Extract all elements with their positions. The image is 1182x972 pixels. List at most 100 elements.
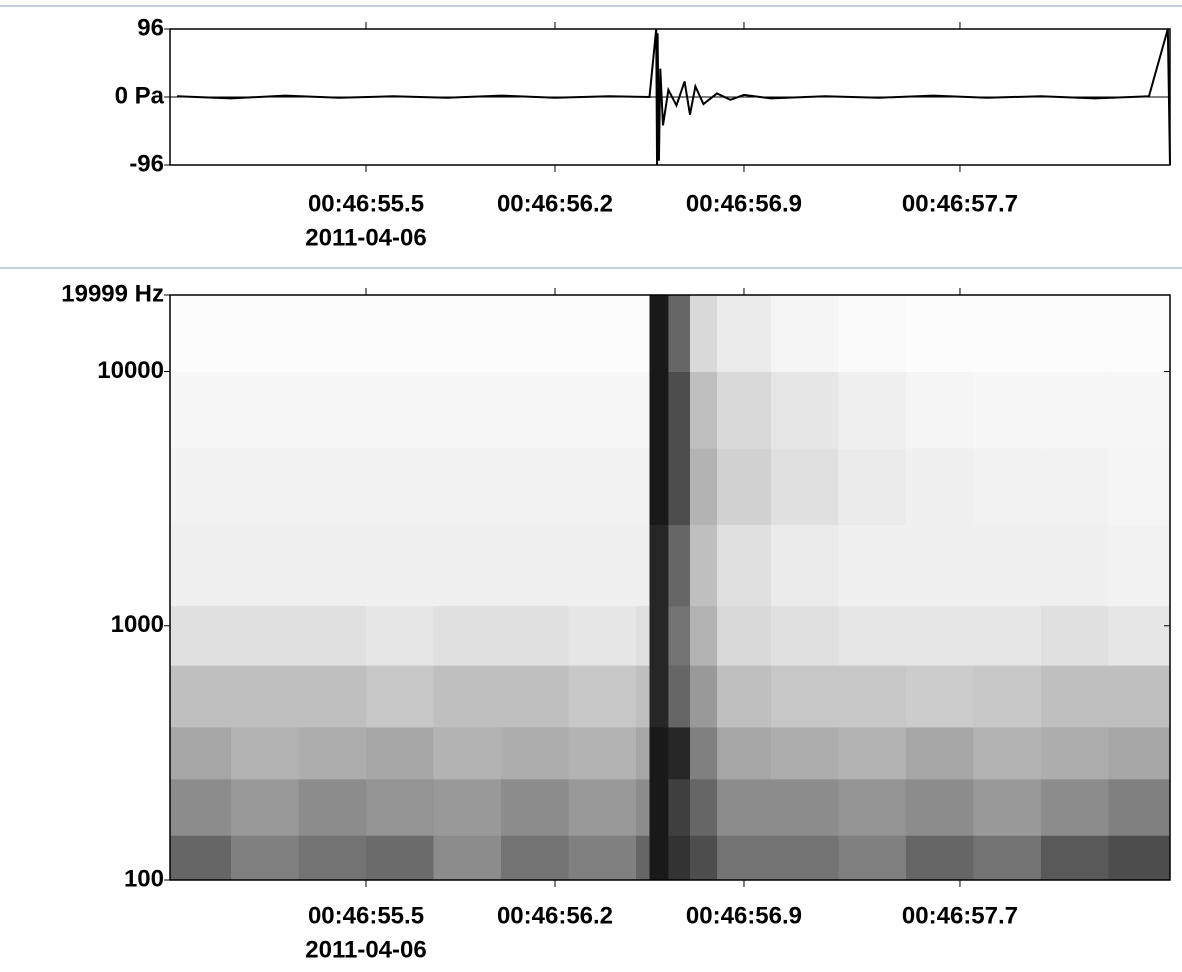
spectrogram-cell <box>568 295 637 373</box>
spectrogram-cell <box>905 665 974 728</box>
spectrogram-cell <box>973 371 1042 449</box>
spectrogram-cell <box>770 778 839 836</box>
spectrogram-cell <box>170 448 232 526</box>
spectrogram-cell <box>689 835 718 881</box>
spectrogram-cell <box>568 371 637 449</box>
spectrogram-cell <box>1108 524 1171 607</box>
spectrogram-cell <box>500 605 569 666</box>
spectrogram-cell <box>366 605 434 666</box>
spectrogram-cell <box>838 835 907 881</box>
spectrogram-cell <box>366 726 434 780</box>
spectrogram-cell <box>716 835 772 881</box>
spectrogram-cell <box>668 605 691 666</box>
spectrogram-cell <box>1040 524 1109 607</box>
date-label: 2011-04-06 <box>305 936 426 963</box>
spectrogram-cell <box>500 371 569 449</box>
spectrogram-cell <box>689 726 718 780</box>
spectrogram-cell <box>170 726 232 780</box>
spectrogram-cell <box>689 605 718 666</box>
x-tick-label: 00:46:55.5 <box>308 902 424 929</box>
spectrogram-cell <box>635 448 650 526</box>
spectrogram-cell <box>231 371 300 449</box>
y-tick-label: 96 <box>137 14 164 41</box>
spectrogram-cell <box>433 726 502 780</box>
spectrogram-cell <box>433 448 502 526</box>
spectrogram-cell <box>170 371 232 449</box>
spectrogram-cell <box>716 665 772 728</box>
spectrogram-cell <box>1108 371 1171 449</box>
spectrogram-cell <box>231 778 300 836</box>
spectrogram-cell <box>1040 778 1109 836</box>
spectrogram-cell <box>1040 448 1109 526</box>
spectrogram-cell <box>366 835 434 881</box>
spectrogram-cell <box>231 448 300 526</box>
x-tick-label: 00:46:56.9 <box>686 190 802 217</box>
spectrogram-cell <box>433 605 502 666</box>
spectrogram-cell <box>905 835 974 881</box>
spectrogram-cell <box>973 835 1042 881</box>
spectrogram-cell <box>366 665 434 728</box>
spectrogram-cell <box>366 524 434 607</box>
spectrogram-cell <box>635 835 650 881</box>
spectrogram-cell <box>231 605 300 666</box>
spectrogram-cell <box>433 778 502 836</box>
spectrogram-cell <box>649 448 669 526</box>
spectrogram-cell <box>500 778 569 836</box>
spectrogram-cell <box>668 665 691 728</box>
spectrogram-cell <box>689 778 718 836</box>
spectrogram-cell <box>1108 448 1171 526</box>
spectrogram-cell <box>1040 726 1109 780</box>
spectrogram-cell <box>838 371 907 449</box>
spectrogram-cell <box>298 524 367 607</box>
spectrogram-cell <box>433 835 502 881</box>
spectrogram-cell <box>649 835 669 881</box>
spectrogram-cell <box>500 295 569 373</box>
spectrogram-cell <box>716 605 772 666</box>
spectrogram-cell <box>649 371 669 449</box>
x-tick-label: 00:46:56.9 <box>686 902 802 929</box>
plot-frame <box>169 294 1171 881</box>
spectrogram-cell <box>635 665 650 728</box>
spectrogram-cell <box>298 726 367 780</box>
date-label: 2011-04-06 <box>305 224 426 251</box>
spectrogram-cell <box>770 448 839 526</box>
spectrogram-cell <box>1108 835 1171 881</box>
y-tick-label: 19999 Hz <box>61 280 164 307</box>
spectrogram-cell <box>973 448 1042 526</box>
spectrogram-cell <box>298 295 367 373</box>
spectrogram-cell <box>635 778 650 836</box>
spectrogram-cell <box>366 448 434 526</box>
spectrogram-cell <box>170 524 232 607</box>
spectrogram-cell <box>770 371 839 449</box>
spectrogram-cell <box>635 371 650 449</box>
spectrogram-cell <box>635 605 650 666</box>
spectrogram-cell <box>838 726 907 780</box>
spectrogram-cell <box>838 448 907 526</box>
spectrogram-cell <box>973 778 1042 836</box>
spectrogram-cell <box>668 371 691 449</box>
spectrogram-cell <box>298 665 367 728</box>
spectrogram-cell <box>689 371 718 449</box>
spectrogram-cell <box>231 665 300 728</box>
spectrogram-cell <box>973 295 1042 373</box>
spectrogram-cell <box>770 665 839 728</box>
spectrogram-cell <box>298 448 367 526</box>
spectrogram-cell <box>905 726 974 780</box>
spectrogram-cell <box>298 605 367 666</box>
spectrogram-cell <box>649 295 669 373</box>
spectrogram-cell <box>905 778 974 836</box>
spectrogram-cell <box>668 524 691 607</box>
spectrogram-cell <box>668 726 691 780</box>
spectrogram-cell <box>500 726 569 780</box>
y-tick-label: 1000 <box>111 611 164 638</box>
spectrogram-cell <box>366 295 434 373</box>
spectrogram-cell <box>231 524 300 607</box>
spectrogram-cell <box>170 778 232 836</box>
spectrogram-cell <box>905 295 974 373</box>
spectrogram-cell <box>668 295 691 373</box>
spectrogram-cell <box>689 295 718 373</box>
spectrogram-cell <box>716 371 772 449</box>
spectrogram-cell <box>668 448 691 526</box>
